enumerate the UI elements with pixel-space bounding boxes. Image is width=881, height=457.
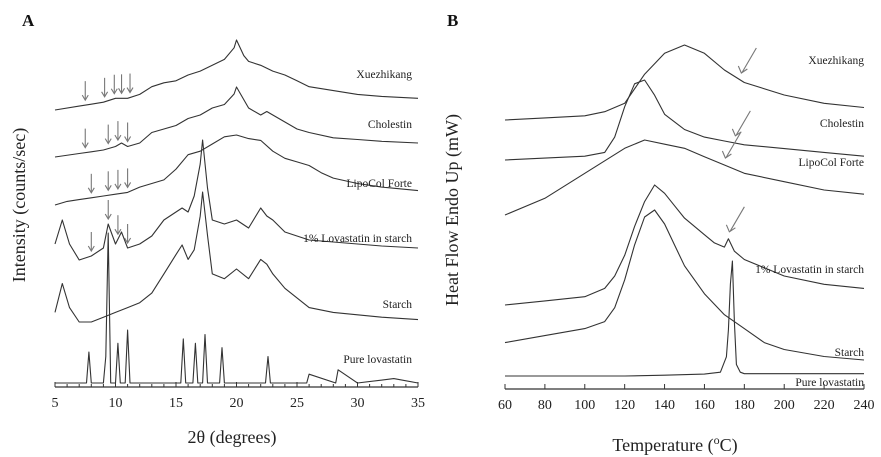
x-tick-label: 15 xyxy=(169,396,183,411)
trace-label-pure-lovastatin: Pure lovastatin xyxy=(343,354,412,366)
x-tick-label: 5 xyxy=(52,396,59,411)
panel-b-x-axis-title-prefix: Temperature ( xyxy=(612,435,713,456)
x-tick-label: 180 xyxy=(734,398,755,413)
trace-xuezhikang xyxy=(504,44,865,121)
x-tick-label: 25 xyxy=(290,396,304,411)
annotation-arrow xyxy=(104,200,112,221)
trace-label-1-lovastatin-in-starch: 1% Lovastatin in starch xyxy=(303,233,412,245)
panel-b-x-ticks: 60 80 100 120 140 160 180 200 220 240 xyxy=(498,384,875,413)
trace-xuezhikang xyxy=(54,39,419,111)
annotation-arrow xyxy=(104,171,112,192)
panel-b-y-axis-title: Heat Flow Endo Up (mW) xyxy=(442,114,463,306)
annotation-arrow xyxy=(87,173,95,194)
trace-label-starch: Starch xyxy=(835,347,865,359)
x-tick-label: 30 xyxy=(351,396,365,411)
x-tick-label: 200 xyxy=(774,398,795,413)
x-tick-label: 20 xyxy=(230,396,244,411)
trace-lipocol-forte xyxy=(54,134,419,206)
annotation-arrow xyxy=(110,74,118,95)
annotation-arrow xyxy=(104,124,112,145)
panel-b-chart: Xuezhikang Cholestin LipoCol Forte 1% Lovas… xyxy=(442,44,875,456)
panel-b-traces xyxy=(504,44,865,377)
x-tick-label: 140 xyxy=(654,398,675,413)
x-tick-label: 240 xyxy=(854,398,875,413)
x-tick-label: 10 xyxy=(109,396,123,411)
annotation-arrow xyxy=(87,232,95,253)
x-tick-label: 35 xyxy=(411,396,425,411)
panel-a-x-ticks: 5 10 15 20 25 30 35 xyxy=(52,382,425,411)
panel-a-arrows xyxy=(81,73,134,253)
x-tick-label: 60 xyxy=(498,398,512,413)
trace-starch xyxy=(504,209,865,361)
x-tick-label: 220 xyxy=(814,398,835,413)
panel-b-arrows xyxy=(721,47,757,233)
annotation-arrow xyxy=(731,110,751,137)
annotation-arrow xyxy=(118,74,126,95)
panel-a-y-axis-title: Intensity (counts/sec) xyxy=(9,128,30,282)
x-tick-label: 120 xyxy=(614,398,635,413)
x-tick-label: 80 xyxy=(538,398,552,413)
panel-a-trace-labels: Xuezhikang Cholestin LipoCol Forte 1% Lovas… xyxy=(303,69,412,366)
annotation-arrow xyxy=(81,81,89,102)
trace-label-pure-lovastatin: Pure lovastatin xyxy=(795,377,864,389)
trace-label-xuezhikang: Xuezhikang xyxy=(356,69,412,81)
annotation-arrow xyxy=(126,73,134,94)
trace-lipocol-forte xyxy=(504,139,865,216)
panel-a-x-axis-title: 2θ (degrees) xyxy=(187,427,276,448)
trace-label-starch: Starch xyxy=(383,299,413,311)
panel-b-x-axis-title-suffix: C) xyxy=(720,435,738,456)
trace-pure-lovastatin xyxy=(55,232,419,384)
annotation-arrow xyxy=(124,122,132,143)
panel-b-x-axis-title-super: o xyxy=(714,433,720,447)
trace-label-1-lovastatin-in-starch: 1% Lovastatin in starch xyxy=(755,264,864,276)
trace-label-cholestin: Cholestin xyxy=(368,119,412,131)
annotation-arrow xyxy=(114,215,122,236)
panel-b-trace-labels: Xuezhikang Cholestin LipoCol Forte 1% Lovas… xyxy=(755,55,864,389)
trace-cholestin xyxy=(54,86,419,158)
annotation-arrow xyxy=(81,128,89,149)
annotation-arrow xyxy=(737,47,757,74)
trace-label-xuezhikang: Xuezhikang xyxy=(808,55,864,67)
panel-a-chart: Xuezhikang Cholestin LipoCol Forte 1% Lovas… xyxy=(9,39,425,448)
panel-a-label: A xyxy=(22,11,35,30)
x-tick-label: 100 xyxy=(574,398,595,413)
trace-1-lovastatin-in-starch xyxy=(54,139,419,261)
annotation-arrow xyxy=(725,206,745,233)
annotation-arrow xyxy=(721,132,741,159)
trace-label-lipocol-forte: LipoCol Forte xyxy=(799,157,865,169)
panel-b-x-axis-title: Temperature (oC) xyxy=(612,433,737,456)
panel-a-traces xyxy=(54,39,419,384)
trace-pure-lovastatin xyxy=(505,260,864,377)
x-tick-label: 160 xyxy=(694,398,715,413)
annotation-arrow xyxy=(124,168,132,189)
panel-b-label: B xyxy=(447,11,458,30)
annotation-arrow xyxy=(114,121,122,142)
annotation-arrow xyxy=(101,77,109,98)
trace-label-cholestin: Cholestin xyxy=(820,118,864,130)
trace-starch xyxy=(54,191,419,323)
trace-cholestin xyxy=(504,79,865,161)
trace-label-lipocol-forte: LipoCol Forte xyxy=(347,178,413,190)
trace-1-lovastatin-in-starch xyxy=(504,184,865,306)
annotation-arrow xyxy=(114,169,122,190)
annotation-arrow xyxy=(124,224,132,245)
